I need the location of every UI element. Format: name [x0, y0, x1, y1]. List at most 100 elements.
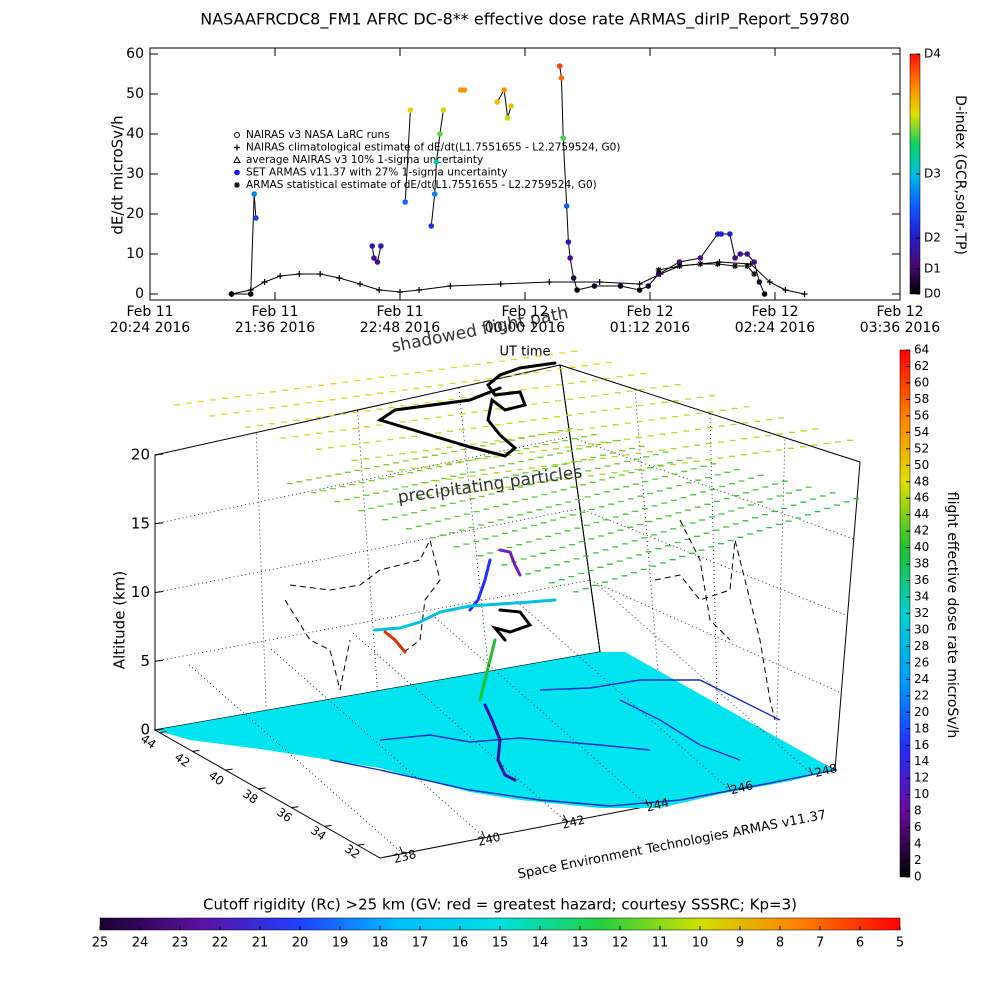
colorbar-tick-label: 50: [914, 458, 929, 472]
particle-dashes: [458, 439, 853, 495]
data-point: [277, 273, 284, 279]
data-point: [761, 291, 768, 297]
data-point: [727, 231, 733, 237]
data-point: [751, 259, 757, 265]
colorbar-tick-label: 24: [132, 936, 149, 951]
data-point: [369, 243, 376, 249]
data-point: [565, 239, 572, 245]
data-point: [461, 87, 468, 93]
legend-label: NAIRAS v3 NASA LaRC runs: [246, 129, 390, 141]
y-tick-label: 40: [126, 126, 144, 142]
x-tick-label: Feb 11 22:48 2016: [359, 304, 441, 336]
annotation: precipitating particles: [397, 462, 584, 508]
data-point: [374, 259, 381, 265]
contour: [539, 679, 781, 721]
y-tick: [258, 787, 266, 790]
colorbar-tick-label: 36: [914, 573, 929, 587]
data-point: [261, 279, 268, 285]
colorbar-tick-label: 16: [914, 738, 929, 752]
data-point: [504, 115, 511, 121]
z-tick-label: 5: [140, 652, 150, 670]
z-axis-label: Altitude (km): [111, 571, 129, 669]
data-point: [655, 267, 662, 273]
legend-label: average NAIRAS v3 10% 1-sigma uncertaint…: [246, 154, 483, 166]
y-tick: [225, 768, 233, 771]
grid-line: [154, 651, 601, 731]
colorbar-tick-label: 62: [914, 359, 929, 373]
colorbar-tick-label: 52: [914, 441, 929, 455]
x-tick-label: Feb 12 03:36 2016: [859, 304, 941, 336]
colorbar-label: flight effective dose rate microSv/h: [944, 492, 960, 738]
wall-grid-line: [357, 409, 378, 692]
colorbar-tick-label: 38: [914, 557, 929, 571]
ground-colorbar-label: Cutoff rigidity (Rc) >25 km (GV: red = g…: [203, 896, 797, 914]
data-point: [676, 263, 683, 269]
chart-title: NASAAFRCDC8_FM1 AFRC DC-8** effective do…: [200, 10, 849, 30]
contour: [379, 734, 651, 751]
y-tick: [324, 824, 332, 827]
data-point: [617, 283, 624, 289]
flight-segment: [376, 361, 557, 458]
colorbar-tick-label: 22: [212, 936, 229, 951]
data-point: [567, 255, 573, 261]
flight-segment: [373, 598, 557, 632]
colorbar-tick-label: 18: [914, 721, 929, 735]
colorbar-tick-label: 22: [914, 688, 929, 702]
colorbar-tick-label: 10: [914, 787, 929, 801]
data-point: [782, 287, 789, 293]
data-point: [801, 291, 808, 297]
colorbar-tick-label: 14: [914, 754, 929, 768]
data-point: [560, 135, 566, 141]
data-point: [437, 131, 443, 137]
x-tick-label: Feb 11 20:24 2016: [109, 304, 191, 336]
data-point: [416, 287, 423, 293]
y-tick-label: 60: [126, 46, 144, 62]
legend-label: SET ARMAS v11.37 with 27% 1-sigma uncert…: [246, 167, 508, 179]
legend-symbol: [234, 144, 240, 151]
data-point: [402, 199, 409, 205]
colorbar-tick-label: 30: [914, 622, 929, 636]
flight-segment: [498, 548, 522, 577]
y-tick-label: 42: [172, 750, 193, 770]
colorbar-tick-label: 34: [914, 590, 929, 604]
x-tick-label: 248: [813, 761, 839, 780]
colorbar-tick-label: 25: [92, 936, 109, 951]
z-tick-label: 10: [131, 583, 150, 601]
particle-dashes: [244, 372, 647, 428]
x-tick-label: 244: [645, 795, 671, 814]
legend-label: NAIRAS climatological estimate of dE/dt(…: [246, 142, 620, 154]
z-tick: [154, 659, 164, 662]
data-point: [570, 275, 577, 281]
data-point: [714, 261, 721, 267]
colorbar-tick-label: 13: [572, 936, 589, 951]
particle-dashes: [572, 498, 860, 593]
flight-segment: [383, 630, 407, 654]
data-point: [407, 107, 414, 113]
y-tick: [357, 843, 365, 846]
colorbar-tick-label: 11: [652, 936, 669, 951]
colorbar-tick-label: 20: [914, 705, 929, 719]
particle-dashes: [501, 480, 788, 566]
y-tick-label: 30: [126, 166, 144, 182]
data-point: [378, 243, 384, 249]
colorbar-tick-label: D0: [924, 287, 941, 301]
flight-segment: [478, 638, 497, 702]
colorbar-tick-label: 6: [914, 820, 922, 834]
z-tick: [154, 728, 164, 731]
legend-symbol: [234, 132, 240, 138]
data-point: [296, 271, 303, 277]
y-tick-label: 20: [126, 206, 144, 222]
colorbar-tick-label: 56: [914, 408, 929, 422]
y-tick: [291, 806, 299, 809]
data-point: [317, 271, 324, 277]
wall-grid-line: [775, 437, 786, 741]
data-point: [655, 271, 662, 277]
colorbar-tick-label: 46: [914, 491, 929, 505]
data-point: [253, 215, 259, 221]
colorbar-tick-label: 8: [914, 804, 922, 818]
particle-dashes: [406, 457, 693, 530]
colorbar-tick-label: D2: [924, 231, 941, 245]
x-tick-label: Feb 11 21:36 2016: [234, 304, 316, 336]
x-tick-label: 240: [476, 830, 502, 849]
z-tick: [154, 453, 164, 456]
